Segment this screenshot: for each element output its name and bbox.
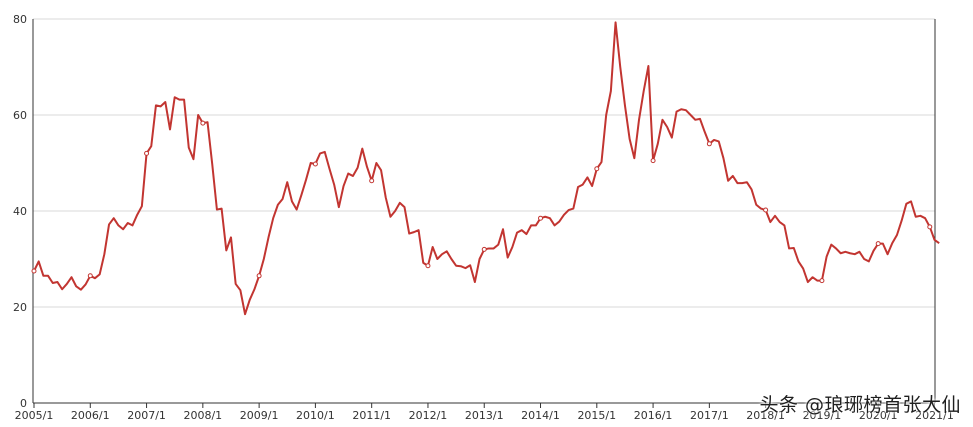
x-tick-label: 2011/1 bbox=[352, 409, 391, 422]
data-point bbox=[819, 278, 825, 284]
data-point bbox=[927, 224, 933, 230]
data-point bbox=[706, 141, 712, 147]
y-tick-label: 80 bbox=[13, 13, 27, 26]
data-point bbox=[87, 273, 93, 279]
y-axis-ticks: 0 20 40 60 80 bbox=[13, 13, 27, 410]
data-point bbox=[256, 273, 262, 279]
x-tick-label: 2007/1 bbox=[127, 409, 166, 422]
x-tick-label: 2014/1 bbox=[521, 409, 560, 422]
x-tick-label: 2018/1 bbox=[746, 409, 785, 422]
x-tick-label: 2017/1 bbox=[690, 409, 729, 422]
y-tick-label: 40 bbox=[13, 205, 27, 218]
y-tick-label: 20 bbox=[13, 301, 27, 314]
series-line bbox=[33, 21, 940, 316]
x-tick-label: 2006/1 bbox=[71, 409, 110, 422]
x-tick-label: 2015/1 bbox=[577, 409, 616, 422]
x-tick-label: 2016/1 bbox=[634, 409, 673, 422]
x-tick-label: 2019/1 bbox=[803, 409, 842, 422]
data-point bbox=[31, 268, 37, 274]
y-tick-label: 60 bbox=[13, 109, 27, 122]
data-point bbox=[144, 150, 150, 156]
data-point bbox=[200, 120, 206, 126]
x-tick-label: 2005/1 bbox=[15, 409, 54, 422]
data-point bbox=[875, 241, 881, 247]
data-point bbox=[425, 263, 431, 269]
x-tick-label: 2013/1 bbox=[465, 409, 504, 422]
data-point bbox=[594, 166, 600, 172]
data-point bbox=[369, 178, 375, 184]
x-tick-label: 2020/1 bbox=[859, 409, 898, 422]
x-axis-ticks: 2005/1 2006/1 2007/1 2008/1 2009/1 2010/1 2011… bbox=[15, 403, 954, 422]
y-tick-label: 0 bbox=[20, 397, 27, 410]
x-tick-label: 2008/1 bbox=[183, 409, 222, 422]
marker-group bbox=[31, 120, 933, 284]
data-point bbox=[481, 246, 487, 252]
data-point bbox=[312, 161, 318, 167]
x-tick-label: 2021/1 bbox=[915, 409, 954, 422]
x-tick-label: 2009/1 bbox=[240, 409, 279, 422]
x-tick-label: 2012/1 bbox=[409, 409, 448, 422]
data-point bbox=[650, 158, 656, 164]
x-tick-label: 2010/1 bbox=[296, 409, 335, 422]
data-point bbox=[763, 207, 769, 213]
series-group bbox=[33, 21, 940, 316]
watermark: 头条 @琅琊榜首张大仙 bbox=[759, 394, 961, 416]
gridlines bbox=[33, 18, 935, 308]
data-point bbox=[538, 215, 544, 221]
